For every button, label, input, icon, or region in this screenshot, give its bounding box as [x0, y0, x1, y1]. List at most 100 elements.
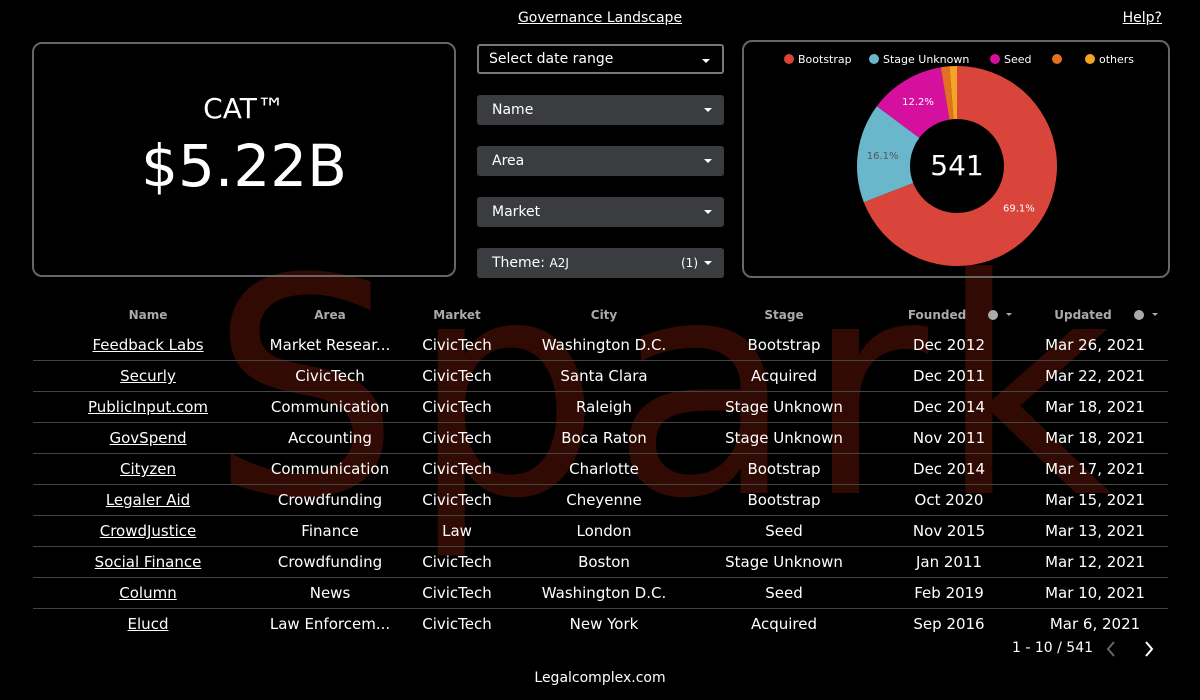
table-cell: Nov 2011 — [912, 429, 986, 447]
table-cell: Finance — [301, 522, 359, 540]
column-header[interactable]: Founded — [907, 308, 967, 322]
donut-slice — [857, 106, 920, 203]
column-header: Stage — [764, 308, 804, 322]
company-link[interactable]: Legaler Aid — [105, 491, 191, 509]
table-cell: Seed — [765, 522, 803, 540]
table-cell: CivicTech — [422, 336, 492, 354]
prev-page[interactable] — [1106, 641, 1115, 657]
table-cell: Mar 10, 2021 — [1045, 584, 1145, 602]
footer: Legalcomplex.com — [534, 670, 666, 686]
table-cell: Mar 17, 2021 — [1045, 460, 1145, 478]
table-cell: Stage Unknown — [725, 398, 843, 416]
row-separator — [33, 577, 1168, 578]
table-cell: Bootstrap — [747, 460, 821, 478]
table-cell: London — [576, 522, 632, 540]
legend-swatch — [1085, 54, 1095, 64]
center-label: 541 — [930, 149, 983, 182]
donut-slice — [949, 66, 957, 120]
pagination: 1 - 10 / 541 — [1012, 640, 1094, 656]
column-header[interactable]: Updated — [1054, 308, 1112, 322]
next-page[interactable] — [1145, 641, 1154, 657]
filter-dropdown[interactable]: Name — [477, 95, 724, 125]
column-header: Area — [314, 308, 346, 322]
donut-slice — [940, 66, 954, 120]
table-cell: Dec 2011 — [913, 367, 985, 385]
row-separator — [33, 391, 1168, 392]
filter-dropdown[interactable]: Area — [477, 146, 724, 176]
legend-label: Seed — [1004, 53, 1032, 66]
table-cell: Stage Unknown — [725, 429, 843, 447]
slice-label: 69.1% — [1003, 203, 1035, 214]
theme-dropdown[interactable]: Theme: A2J (1) — [477, 248, 724, 278]
date-range-dropdown[interactable]: Select date range — [477, 44, 724, 74]
table-cell: Market Resear... — [269, 336, 391, 354]
company-link[interactable]: Cityzen — [119, 460, 177, 478]
sort-arrow[interactable] — [1152, 313, 1158, 319]
table-cell: CivicTech — [422, 398, 492, 416]
table-cell: Nov 2015 — [912, 522, 986, 540]
legend-swatch — [1052, 54, 1062, 64]
company-link[interactable]: PublicInput.com — [87, 398, 209, 416]
row-separator — [33, 608, 1168, 609]
table-cell: CivicTech — [422, 553, 492, 571]
company-link[interactable]: Elucd — [127, 615, 169, 633]
table-cell: News — [309, 584, 351, 602]
column-header: City — [590, 308, 618, 322]
page-title[interactable]: Governance Landscape — [517, 10, 683, 26]
company-link[interactable]: Social Finance — [94, 553, 202, 571]
table-cell: Mar 26, 2021 — [1045, 336, 1145, 354]
table-cell: CivicTech — [422, 491, 492, 509]
legend-label: others — [1099, 53, 1134, 66]
company-link[interactable]: CrowdJustice — [99, 522, 197, 540]
legend-swatch — [990, 54, 1000, 64]
slice-label: 12.2% — [902, 97, 934, 108]
row-separator — [33, 546, 1168, 547]
sort-arrow[interactable] — [1006, 313, 1012, 319]
company-link[interactable]: Feedback Labs — [92, 336, 204, 354]
table-cell: CivicTech — [422, 584, 492, 602]
table-cell: CivicTech — [422, 460, 492, 478]
table-cell: Washington D.C. — [541, 584, 667, 602]
legend-swatch — [869, 54, 879, 64]
table-cell: Boston — [578, 553, 630, 571]
table-cell: New York — [569, 615, 639, 633]
table-cell: CivicTech — [422, 429, 492, 447]
header-icon[interactable] — [1134, 310, 1144, 320]
column-header: Market — [433, 308, 481, 322]
table-cell: Oct 2020 — [914, 491, 984, 509]
table-cell: Charlotte — [569, 460, 639, 478]
table-cell: Bootstrap — [747, 491, 821, 509]
table-cell: Crowdfunding — [277, 491, 383, 509]
company-link[interactable]: GovSpend — [109, 429, 187, 447]
table-cell: Boca Raton — [561, 429, 647, 447]
table-cell: Sep 2016 — [913, 615, 985, 633]
row-separator — [33, 422, 1168, 423]
theme-value: A2J — [549, 256, 569, 270]
table-cell: Santa Clara — [560, 367, 648, 385]
legend-label: Stage Unknown — [883, 53, 969, 66]
table-cell: Accounting — [288, 429, 372, 447]
company-link[interactable]: Securly — [120, 367, 176, 385]
help-link[interactable]: Help? — [1122, 10, 1162, 26]
row-separator — [33, 484, 1168, 485]
table-cell: Mar 18, 2021 — [1045, 429, 1145, 447]
donut-slice — [876, 67, 950, 138]
table-cell: Mar 22, 2021 — [1045, 367, 1145, 385]
legend-swatch — [784, 54, 794, 64]
table-cell: Washington D.C. — [541, 336, 667, 354]
column-header: Name — [128, 308, 168, 322]
table-cell: Communication — [270, 398, 390, 416]
theme-count: (1) — [681, 256, 698, 270]
donut-slice — [863, 66, 1057, 266]
row-separator — [33, 453, 1168, 454]
row-separator — [33, 515, 1168, 516]
filter-dropdown[interactable]: Market — [477, 197, 724, 227]
header-icon[interactable] — [988, 310, 998, 320]
table-cell: Feb 2019 — [914, 584, 984, 602]
table-cell: CivicTech — [295, 367, 365, 385]
legend-label: Bootstrap — [798, 53, 852, 66]
company-link[interactable]: Column — [119, 584, 177, 602]
kpi-label: CAT™ — [203, 92, 285, 125]
table-cell: Jan 2011 — [915, 553, 983, 571]
